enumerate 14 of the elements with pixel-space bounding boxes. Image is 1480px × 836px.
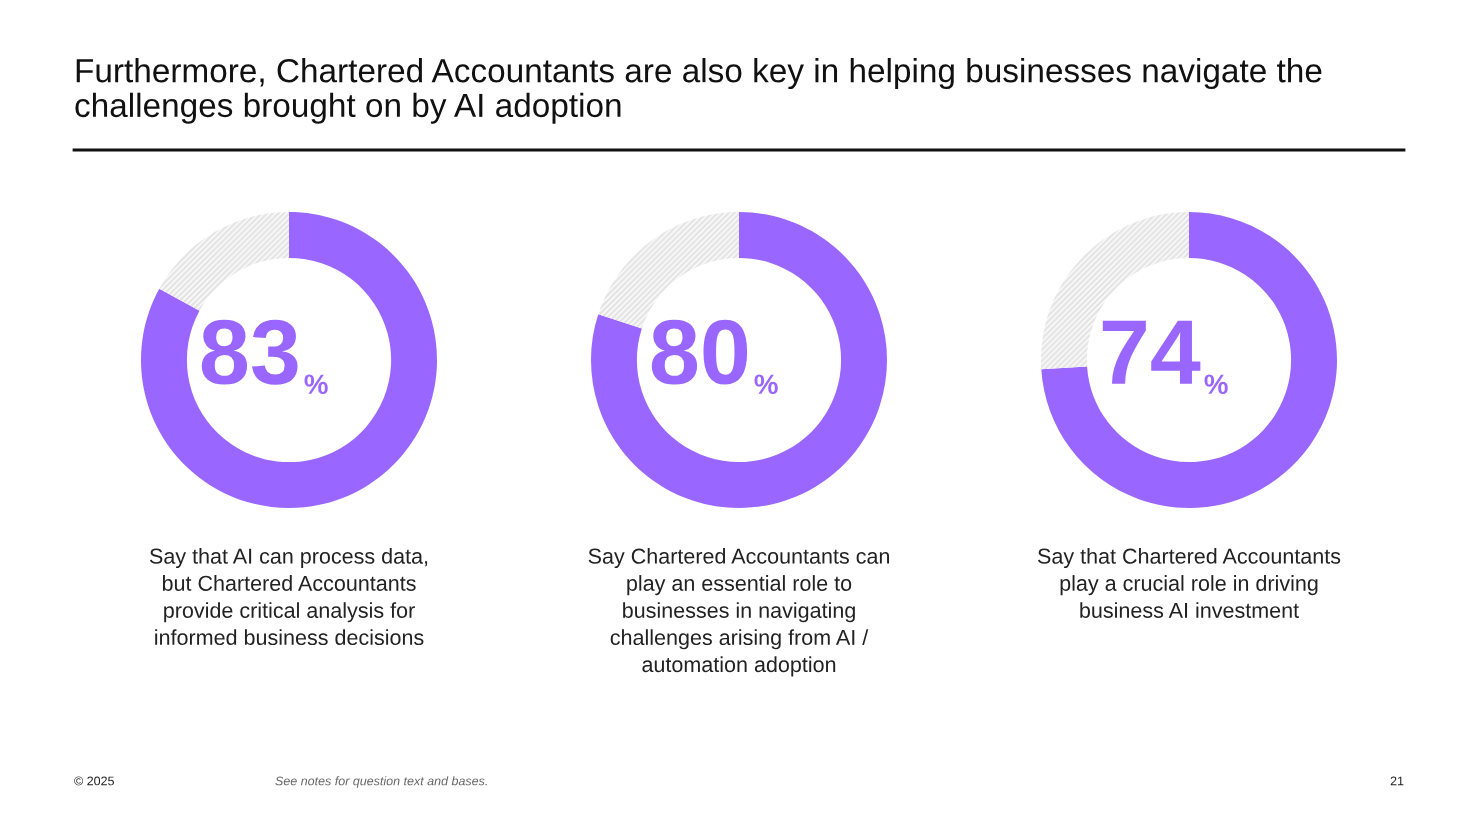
data-label: 74% — [1102, 320, 1228, 395]
text: Say that AI can process data, but Chartered Accountants provide critical analysis for informed business decisions — [149, 548, 428, 646]
donut-slice — [159, 212, 289, 311]
text: © 2025 — [74, 776, 114, 786]
donut-slice — [141, 212, 437, 508]
text: See notes for question text and bases. — [275, 776, 487, 788]
text: 21 — [1390, 776, 1404, 786]
text: Furthermore, Chartered Accountants are also key in helping businesses navigate the challenges brought on by AI adoption — [75, 58, 1322, 124]
text: Say Chartered Accountants can play an essential role to businesses in navigating challenges arising from AI / automation adoption — [588, 548, 889, 677]
text: Say that Chartered Accountants play a crucial role in driving business AI investment — [1038, 548, 1341, 618]
donut-slice — [1041, 212, 1337, 508]
data-label: 83% — [201, 319, 328, 395]
donut-slice — [591, 212, 887, 508]
data-label: 80% — [651, 319, 778, 395]
